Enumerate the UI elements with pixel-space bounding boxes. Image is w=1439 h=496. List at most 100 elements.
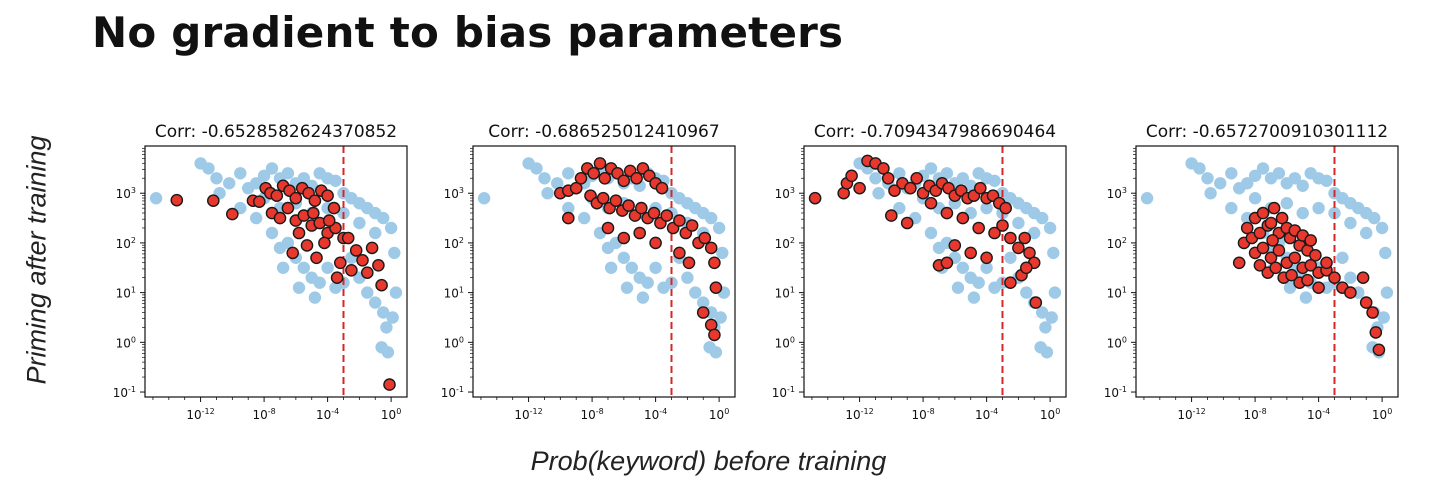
highlight-point <box>330 271 344 285</box>
highlight-point <box>1275 211 1289 225</box>
y-tick-label: 102 <box>1107 236 1127 251</box>
highlight-point <box>1266 234 1279 247</box>
highlight-point <box>964 246 978 260</box>
x-tick-label: 100 <box>381 407 401 422</box>
highlight-point <box>1012 241 1025 255</box>
background-point <box>281 167 295 180</box>
background-point <box>1204 187 1217 200</box>
highlight-point <box>574 171 588 185</box>
background-point <box>1048 286 1062 299</box>
background-point <box>714 311 727 324</box>
background-point <box>265 226 279 240</box>
highlight-point <box>673 214 686 227</box>
background-point <box>972 276 985 289</box>
x-tick-label: 10-12 <box>1177 407 1205 422</box>
background-point <box>223 177 236 190</box>
background-point <box>1241 177 1254 190</box>
background-point <box>1248 169 1262 182</box>
x-tick-label: 10-12 <box>186 407 214 422</box>
background-point <box>276 261 290 274</box>
highlight-point <box>365 241 379 255</box>
background-point <box>617 251 630 264</box>
background-point <box>951 281 965 294</box>
background-point <box>1296 206 1309 220</box>
y-tick-label: 103 <box>775 186 795 201</box>
background-point <box>562 201 575 215</box>
background-point <box>369 226 382 240</box>
highlight-point <box>974 181 987 195</box>
background-point <box>1248 192 1262 205</box>
highlight-point <box>270 189 284 202</box>
highlight-point <box>940 206 954 220</box>
background-point <box>956 261 969 274</box>
points-layer <box>1140 146 1394 397</box>
highlight-point <box>910 171 924 185</box>
highlight-point <box>1232 256 1246 270</box>
plot-frame <box>1135 145 1399 398</box>
shared-xlabel-container: Prob(keyword) before training <box>0 446 1439 477</box>
background-point <box>297 172 310 185</box>
highlight-point <box>170 193 184 207</box>
highlight-point <box>704 241 718 255</box>
scatter-panel-1: Corr: -0.6528582624370852 10-12 10-8 10-4 10… <box>113 122 408 422</box>
y-tick-label: 102 <box>775 236 795 251</box>
points-layer <box>808 146 1062 397</box>
background-point <box>705 211 718 225</box>
background-point <box>281 236 295 250</box>
highlight-point <box>596 191 610 205</box>
highlight-point <box>1264 216 1278 230</box>
background-point <box>530 162 543 175</box>
y-tick-label: 10-1 <box>113 385 136 400</box>
background-point <box>1375 221 1389 235</box>
highlight-point <box>708 256 721 270</box>
shared-xlabel: Prob(keyword) before training <box>530 446 887 476</box>
highlight-point <box>225 207 239 221</box>
background-point <box>1043 221 1057 235</box>
highlight-point <box>1366 306 1379 319</box>
background-point <box>578 211 591 225</box>
highlight-point <box>1256 206 1270 220</box>
background-point <box>956 172 969 185</box>
background-point <box>321 261 334 274</box>
background-point <box>649 261 662 274</box>
highlight-point <box>360 266 374 280</box>
y-tick-label: 101 <box>116 286 136 301</box>
background-point <box>1336 251 1349 264</box>
highlight-point <box>647 206 661 220</box>
y-tick-label: 10-1 <box>1104 385 1127 400</box>
points-layer <box>477 146 731 397</box>
highlight-point <box>622 199 635 212</box>
highlight-point <box>1320 256 1333 270</box>
x-tick-label: 10-8 <box>252 407 275 422</box>
background-point <box>1299 291 1313 304</box>
highlight-point <box>845 169 858 183</box>
highlight-point <box>635 201 648 215</box>
highlight-point <box>1285 268 1298 282</box>
highlight-point <box>383 378 396 391</box>
background-point <box>477 192 491 205</box>
background-point <box>292 281 306 294</box>
highlight-point <box>300 239 314 252</box>
highlight-point <box>281 201 295 215</box>
highlight-point <box>988 226 1001 240</box>
highlight-point <box>708 328 721 342</box>
highlight-point <box>1240 221 1254 235</box>
background-point <box>1283 281 1297 294</box>
highlight-point <box>1369 326 1383 339</box>
y-tick-label: 100 <box>1107 335 1127 350</box>
y-tick-label: 100 <box>444 335 464 350</box>
x-tick-label: 100 <box>1372 407 1392 422</box>
background-point <box>377 306 390 319</box>
highlight-point <box>308 194 322 207</box>
highlight-point <box>1269 261 1282 275</box>
background-point <box>353 216 366 230</box>
background-point <box>250 177 263 190</box>
background-point <box>257 169 271 182</box>
background-point <box>625 261 638 274</box>
background-point <box>1344 216 1357 230</box>
highlight-point <box>980 251 993 265</box>
highlight-point <box>375 278 388 292</box>
background-point <box>924 226 938 240</box>
highlight-point <box>877 162 890 175</box>
background-point <box>1368 211 1381 225</box>
